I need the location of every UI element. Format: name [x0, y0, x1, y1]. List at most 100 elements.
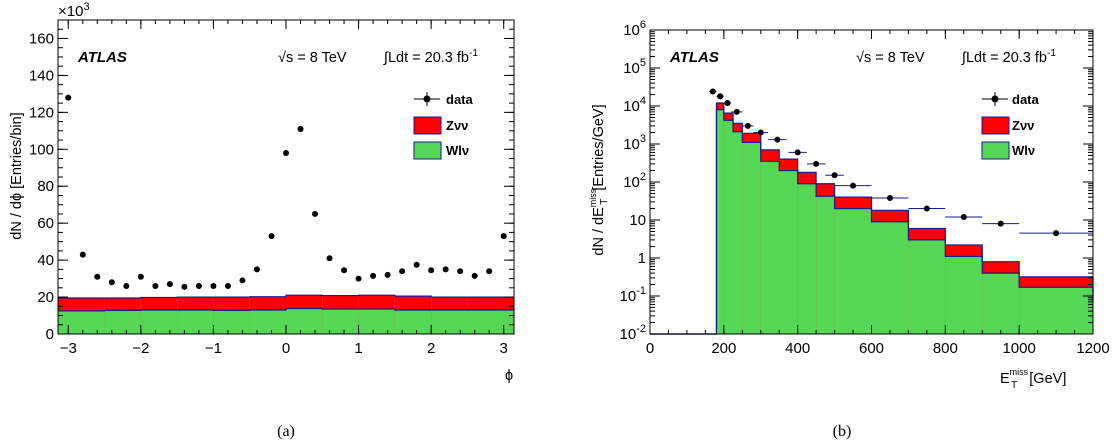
a-x-tick-label: 2 [427, 340, 435, 357]
b-data-point [923, 205, 930, 212]
b-wln-bar [716, 109, 724, 334]
a-data-point [224, 282, 231, 289]
a-data-point [239, 277, 246, 284]
a-wln-bar [394, 309, 432, 334]
b-x-tick-label: 0 [646, 340, 654, 357]
a-wln-bar [140, 309, 178, 334]
b-data-point [774, 136, 781, 143]
b-legend-znn-swatch [981, 116, 1010, 135]
a-wln-bar [322, 309, 359, 334]
a-data-point [399, 268, 406, 275]
b-data-point [831, 172, 838, 179]
a-y-ticks: 0 20 40 60 80 100 120 140 160 [29, 19, 514, 343]
a-y-tick-label: 140 [29, 67, 54, 84]
b-znn-outline [650, 102, 1094, 335]
a-legend-data: data [414, 92, 474, 107]
b-legend-wln-label: Wlν [1012, 143, 1035, 158]
b-x-ticks: 0 200 400 600 800 1000 1200 [646, 30, 1110, 357]
a-y-tick-label: 0 [46, 326, 54, 343]
b-data-point [997, 220, 1004, 227]
a-data-point [442, 266, 449, 273]
a-wln-bar [286, 308, 323, 334]
a-data-point [326, 255, 333, 262]
a-legend-wln: Wlν [413, 141, 469, 160]
b-x-tick-label: 1200 [1076, 340, 1109, 357]
a-y-tick-label: 60 [37, 215, 54, 232]
b-x-axis-title: Emiss T [GeV] [1000, 367, 1066, 391]
b-x-tick-label: 600 [859, 340, 884, 357]
b-data-points [709, 88, 1093, 237]
b-wln-outline [650, 109, 1094, 335]
a-legend-wln-label: Wlν [446, 143, 469, 158]
b-data-point [850, 182, 857, 189]
b-y-tick-label: 10-1 [620, 285, 646, 305]
a-data-point [500, 233, 507, 240]
a-data-points [65, 94, 507, 290]
b-y-ticks: 10-2 10-1 1 10 102 103 104 105 106 [620, 19, 1093, 343]
a-energy-label: √s = 8 TeV [278, 50, 347, 66]
a-data-point [370, 272, 377, 279]
a-data-point [65, 94, 72, 101]
b-data-point [744, 122, 751, 129]
a-data-point [297, 125, 304, 132]
a-wln-bar [104, 310, 141, 334]
b-energy-label: √s = 8 TeV [856, 50, 925, 66]
a-legend-znn-label: Zνν [446, 118, 468, 133]
a-legend: data Zνν Wlν [413, 92, 474, 160]
a-data-point [195, 282, 202, 289]
b-wln-bar [779, 170, 798, 334]
b-data-point [886, 194, 893, 201]
b-wln-bar [797, 183, 817, 334]
b-legend-data-marker [991, 95, 999, 103]
a-wln-bar [177, 309, 214, 334]
a-data-point [210, 282, 217, 289]
a-data-point [283, 149, 289, 156]
a-histograms [58, 294, 514, 334]
b-legend: data Zνν Wlν [981, 92, 1040, 160]
a-y-tick-label: 80 [37, 178, 54, 195]
b-wln-bar [871, 221, 909, 334]
b-histograms [650, 102, 1094, 335]
b-wln-bar [1019, 287, 1093, 334]
a-x-axis-title: ϕ [505, 368, 513, 384]
a-y-tick-label: 100 [29, 141, 54, 158]
a-x-ticks: −3 −2 −1 0 1 2 3 [60, 20, 508, 357]
a-legend-data-label: data [446, 92, 474, 107]
a-data-point [268, 233, 275, 240]
a-y-axis-title: dN / dϕ [Entries/bin] [9, 112, 25, 239]
b-wln-bar [982, 273, 1020, 334]
b-x-tick-label: 800 [933, 340, 958, 357]
b-wln-bar [816, 196, 835, 334]
a-data-point [413, 261, 420, 268]
b-data-point [733, 108, 740, 115]
a-data-point [123, 282, 130, 289]
b-y-axis-title: dN / dEmissT [Entries/GeV] [588, 104, 610, 255]
a-y-tick-label: 40 [37, 252, 54, 269]
a-wln-bar [431, 309, 468, 334]
a-atlas-label: ATLAS [77, 49, 127, 66]
a-data-point [166, 281, 173, 288]
b-legend-wln-swatch [981, 141, 1010, 160]
b-data-point [1053, 230, 1060, 237]
a-data-point [341, 267, 348, 274]
a-x-tick-label: −2 [132, 340, 149, 357]
a-x-tick-label: 1 [354, 340, 362, 357]
a-legend-data-marker [423, 95, 431, 103]
a-legend-znn-swatch [413, 116, 442, 135]
b-x-tick-label: 400 [785, 340, 810, 357]
a-y-tick-label: 160 [29, 30, 54, 47]
b-wln-bar [733, 131, 743, 334]
a-data-point [355, 275, 362, 282]
b-wln-bar [945, 256, 983, 334]
a-data-point [471, 272, 478, 279]
b-wln-bar [908, 239, 946, 334]
b-legend-data-label: data [1012, 92, 1040, 107]
b-y-tick-label: 103 [623, 133, 646, 153]
a-caption: (a) [277, 423, 295, 440]
b-y-tick-label: 105 [623, 57, 646, 77]
a-wln-bar [358, 309, 395, 334]
a-x-tick-label: −1 [205, 340, 222, 357]
b-y-tick-label: 104 [623, 95, 646, 115]
a-y-tick-label: 20 [37, 289, 54, 306]
